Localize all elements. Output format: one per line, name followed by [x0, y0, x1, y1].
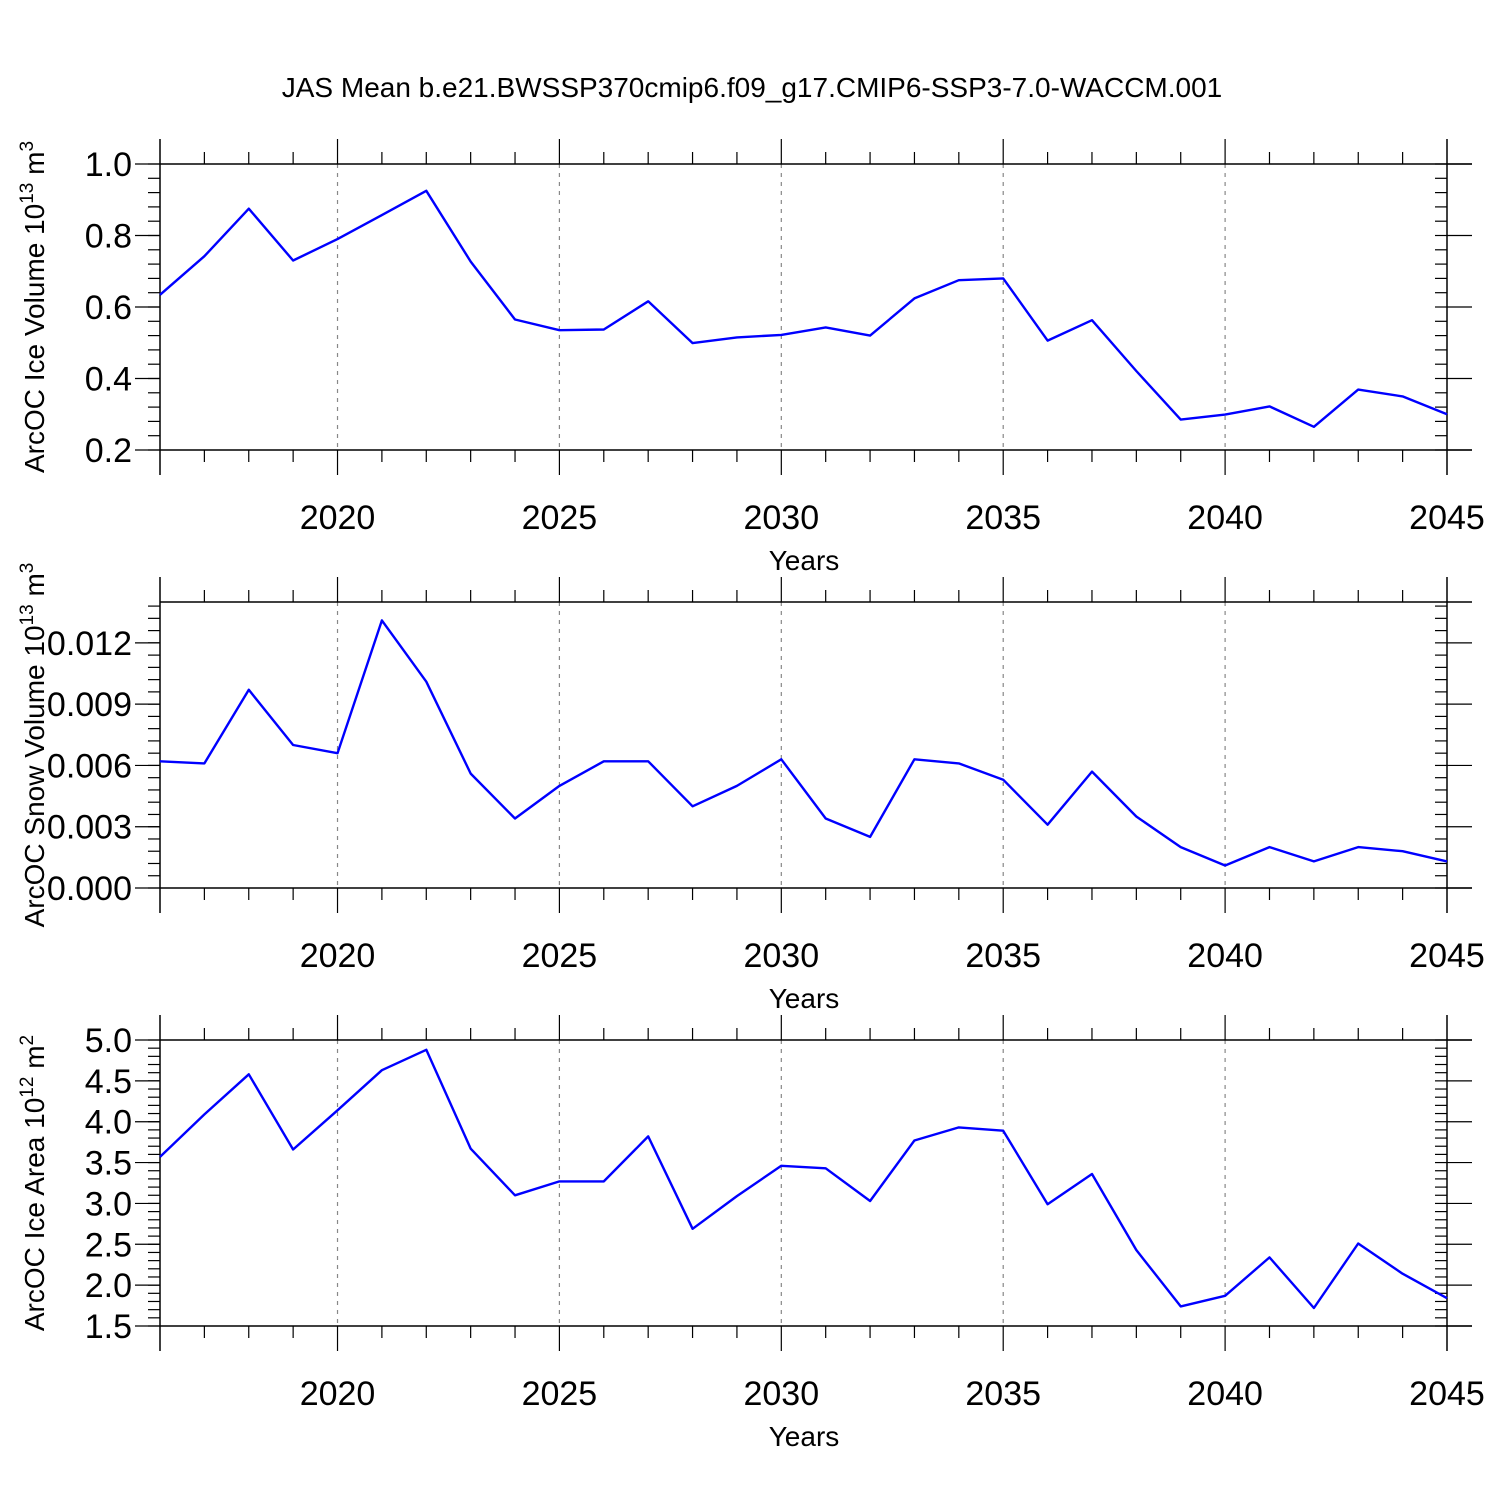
panel-3-x-axis-label: Years — [769, 1421, 840, 1452]
panel-1-y-axis-label: ArcOC Ice Volume 1013 m3 — [17, 141, 50, 473]
panel-2-xtick-label: 2040 — [1187, 937, 1263, 975]
panel-3-xtick-label: 2035 — [965, 1375, 1041, 1413]
panel-2-xtick-label: 2045 — [1409, 937, 1485, 975]
panel-2-ytick-label: 0.003 — [47, 809, 132, 847]
panel-2-xtick-label: 2025 — [522, 937, 598, 975]
panel-1-x-axis-label: Years — [769, 545, 840, 576]
panel-1-xtick-label: 2020 — [300, 499, 376, 537]
panel-3-series-line — [159, 1048, 1448, 1310]
panel-3-ytick-label: 2.5 — [85, 1226, 132, 1264]
panel-2-xtick-label: 2035 — [965, 937, 1041, 975]
panel-1-xtick-label: 2040 — [1187, 499, 1263, 537]
panel-2-ytick-label: 0.012 — [47, 625, 132, 663]
panel-3-ytick-label: 3.0 — [85, 1185, 132, 1223]
panel-1-xtick-label: 2045 — [1409, 499, 1485, 537]
panel-3-y-axis-label: ArcOC Ice Area 1012 m2 — [17, 1035, 50, 1331]
panel-3-ytick-label: 4.5 — [85, 1063, 132, 1101]
panel-3-xtick-label: 2045 — [1409, 1375, 1485, 1413]
panel-3-xtick-label: 2040 — [1187, 1375, 1263, 1413]
panel-3-xtick-label: 2025 — [522, 1375, 598, 1413]
panel-3: 2020 2025 2030 2035 2040 2045Years1.52.02.53.… — [17, 1015, 1485, 1452]
chart-title: JAS Mean b.e21.BWSSP370cmip6.f09_g17.CMI… — [282, 72, 1223, 103]
panels: 2020 2025 2030 2035 2040 2045 Years 0.2 0.4 0.6 0.… — [17, 139, 1485, 1452]
panel-2-y-axis-label: ArcOC Snow Volume 1013 m3 — [17, 563, 50, 928]
panel-2-ytick-label: 0.006 — [47, 747, 132, 785]
panel-2-series-line — [159, 619, 1448, 867]
panel-2-ytick-label: 0.000 — [47, 870, 132, 908]
panel-1: 2020 2025 2030 2035 2040 2045 Years 0.2 0.4 0.6 0.… — [17, 139, 1485, 576]
panel-1-series-line — [159, 189, 1448, 428]
panel-2-ytick-label: 0.009 — [47, 686, 132, 724]
panel-1-xtick-label: 2035 — [965, 499, 1041, 537]
panel-3-xtick-label: 2030 — [743, 1375, 819, 1413]
panel-2: 2020 2025 2030 2035 2040 2045 Years 0.000 0.003 0… — [17, 563, 1485, 1014]
panel-1-ytick-label: 0.4 — [85, 361, 132, 399]
panel-1-xtick-label: 2025 — [522, 499, 598, 537]
panel-3-ytick-label: 3.5 — [85, 1145, 132, 1183]
panel-3-xtick-label: 2020 — [300, 1375, 376, 1413]
panel-3-ytick-label: 1.5 — [85, 1308, 132, 1346]
panel-2-xtick-label: 2020 — [300, 937, 376, 975]
panel-2-x-axis-label: Years — [769, 983, 840, 1014]
panel-1-ytick-label: 0.2 — [85, 432, 132, 470]
panel-1-ytick-label: 1.0 — [85, 146, 132, 184]
panel-3-ytick-label: 5.0 — [85, 1022, 132, 1060]
panel-1-ytick-label: 0.6 — [85, 289, 132, 327]
panel-1-ytick-label: 0.8 — [85, 218, 132, 256]
panel-1-xtick-label: 2030 — [743, 499, 819, 537]
panel-3-ytick-label: 4.0 — [85, 1104, 132, 1142]
panel-3-ytick-label: 2.0 — [85, 1267, 132, 1305]
panel-2-xtick-label: 2030 — [743, 937, 819, 975]
